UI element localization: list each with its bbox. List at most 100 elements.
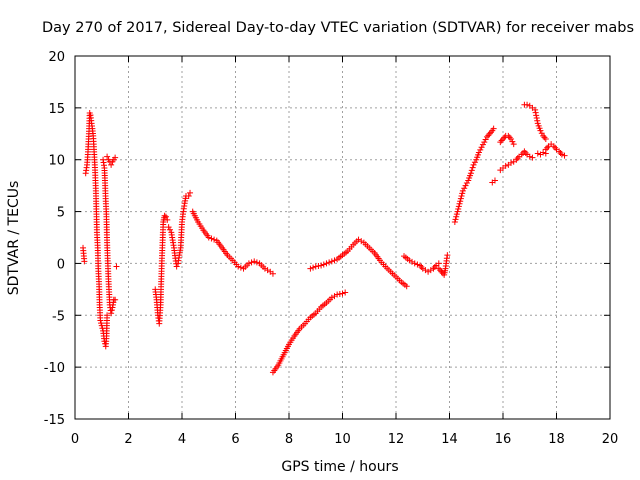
data-point <box>455 205 462 212</box>
data-point <box>534 117 541 124</box>
y-tick-label: -15 <box>44 413 65 428</box>
data-point <box>453 213 460 220</box>
data-point <box>532 106 539 113</box>
data-point <box>552 144 559 151</box>
data-point <box>526 153 533 160</box>
data-point <box>461 185 468 192</box>
y-tick-label: -10 <box>44 361 65 376</box>
data-point <box>264 267 271 274</box>
data-point <box>443 255 450 262</box>
data-point <box>411 260 418 267</box>
data-point <box>162 213 169 220</box>
data-point <box>462 182 469 189</box>
data-point <box>342 289 349 296</box>
x-tick-label: 2 <box>124 432 132 447</box>
data-point <box>561 152 568 159</box>
data-point <box>505 132 512 139</box>
data-point <box>457 198 464 205</box>
data-point <box>544 144 551 151</box>
x-tick-label: 0 <box>71 432 79 447</box>
data-point <box>98 322 105 329</box>
data-point <box>251 258 258 265</box>
data-point <box>334 291 341 298</box>
data-point <box>419 265 426 272</box>
x-tick-label: 20 <box>602 432 619 447</box>
data-point <box>208 235 215 242</box>
data-point <box>187 189 194 196</box>
data-point <box>456 200 463 207</box>
data-point <box>541 134 548 141</box>
data-point <box>477 146 484 153</box>
data-point <box>235 263 242 270</box>
data-point <box>403 283 410 290</box>
data-point <box>501 134 508 141</box>
data-point <box>454 208 461 215</box>
data-point <box>491 177 498 184</box>
data-point <box>237 264 244 271</box>
data-point <box>315 263 322 270</box>
data-point <box>542 150 549 157</box>
data-point <box>458 193 465 200</box>
data-point <box>109 304 116 311</box>
data-point <box>482 136 489 143</box>
data-point <box>533 112 540 119</box>
data-point <box>112 154 119 161</box>
data-point <box>358 238 365 245</box>
data-point <box>409 258 416 265</box>
x-axis-label: GPS time / hours <box>281 459 398 475</box>
data-point <box>81 258 88 265</box>
y-tick-label: 20 <box>48 50 65 65</box>
data-point <box>514 155 521 162</box>
data-point <box>323 260 330 267</box>
data-point <box>435 265 442 272</box>
y-axis-label: SDTVAR / TECUs <box>6 181 22 296</box>
data-point <box>537 127 544 134</box>
x-tick-label: 4 <box>178 432 186 447</box>
data-point <box>438 268 445 275</box>
data-point <box>470 161 477 168</box>
grid-lines <box>75 56 610 419</box>
data-point <box>310 264 317 271</box>
data-point <box>427 267 434 274</box>
data-point <box>253 259 260 266</box>
data-point <box>165 224 172 231</box>
data-point <box>497 139 504 146</box>
data-point <box>185 193 192 200</box>
data-point <box>417 262 424 269</box>
data-point <box>486 130 493 137</box>
data-point <box>336 291 343 298</box>
data-point <box>533 115 540 122</box>
data-point <box>104 153 111 160</box>
data-point <box>459 190 466 197</box>
x-tick-label: 12 <box>388 432 405 447</box>
x-tick-label: 6 <box>231 432 239 447</box>
data-point <box>328 258 335 265</box>
data-point <box>205 234 212 241</box>
data-point <box>435 260 442 267</box>
data-point <box>98 320 105 327</box>
x-tick-label: 18 <box>548 432 565 447</box>
x-tick-label: 8 <box>285 432 293 447</box>
chart-title: Day 270 of 2017, Sidereal Day-to-day VTE… <box>42 20 634 36</box>
data-point <box>469 164 476 171</box>
data-point <box>542 135 549 142</box>
data-point <box>506 134 513 141</box>
data-point <box>431 264 438 271</box>
data-point <box>500 135 506 142</box>
data-point <box>422 267 429 274</box>
data-point <box>97 317 104 324</box>
x-tick-label: 14 <box>441 432 458 447</box>
data-point <box>444 252 451 259</box>
data-point <box>558 151 565 158</box>
axis-ticks: 0 2 4 6 8 10 12 14 16 18 20 -15 -10 -5 0 5 10 15 20 <box>44 50 619 447</box>
data-point <box>164 216 171 223</box>
data-point <box>339 290 346 297</box>
data-points <box>80 101 568 376</box>
data-point <box>485 132 492 139</box>
y-tick-label: 0 <box>57 257 65 272</box>
data-point <box>108 307 115 314</box>
data-point <box>471 159 478 166</box>
data-point <box>173 263 180 270</box>
data-point <box>269 270 276 277</box>
